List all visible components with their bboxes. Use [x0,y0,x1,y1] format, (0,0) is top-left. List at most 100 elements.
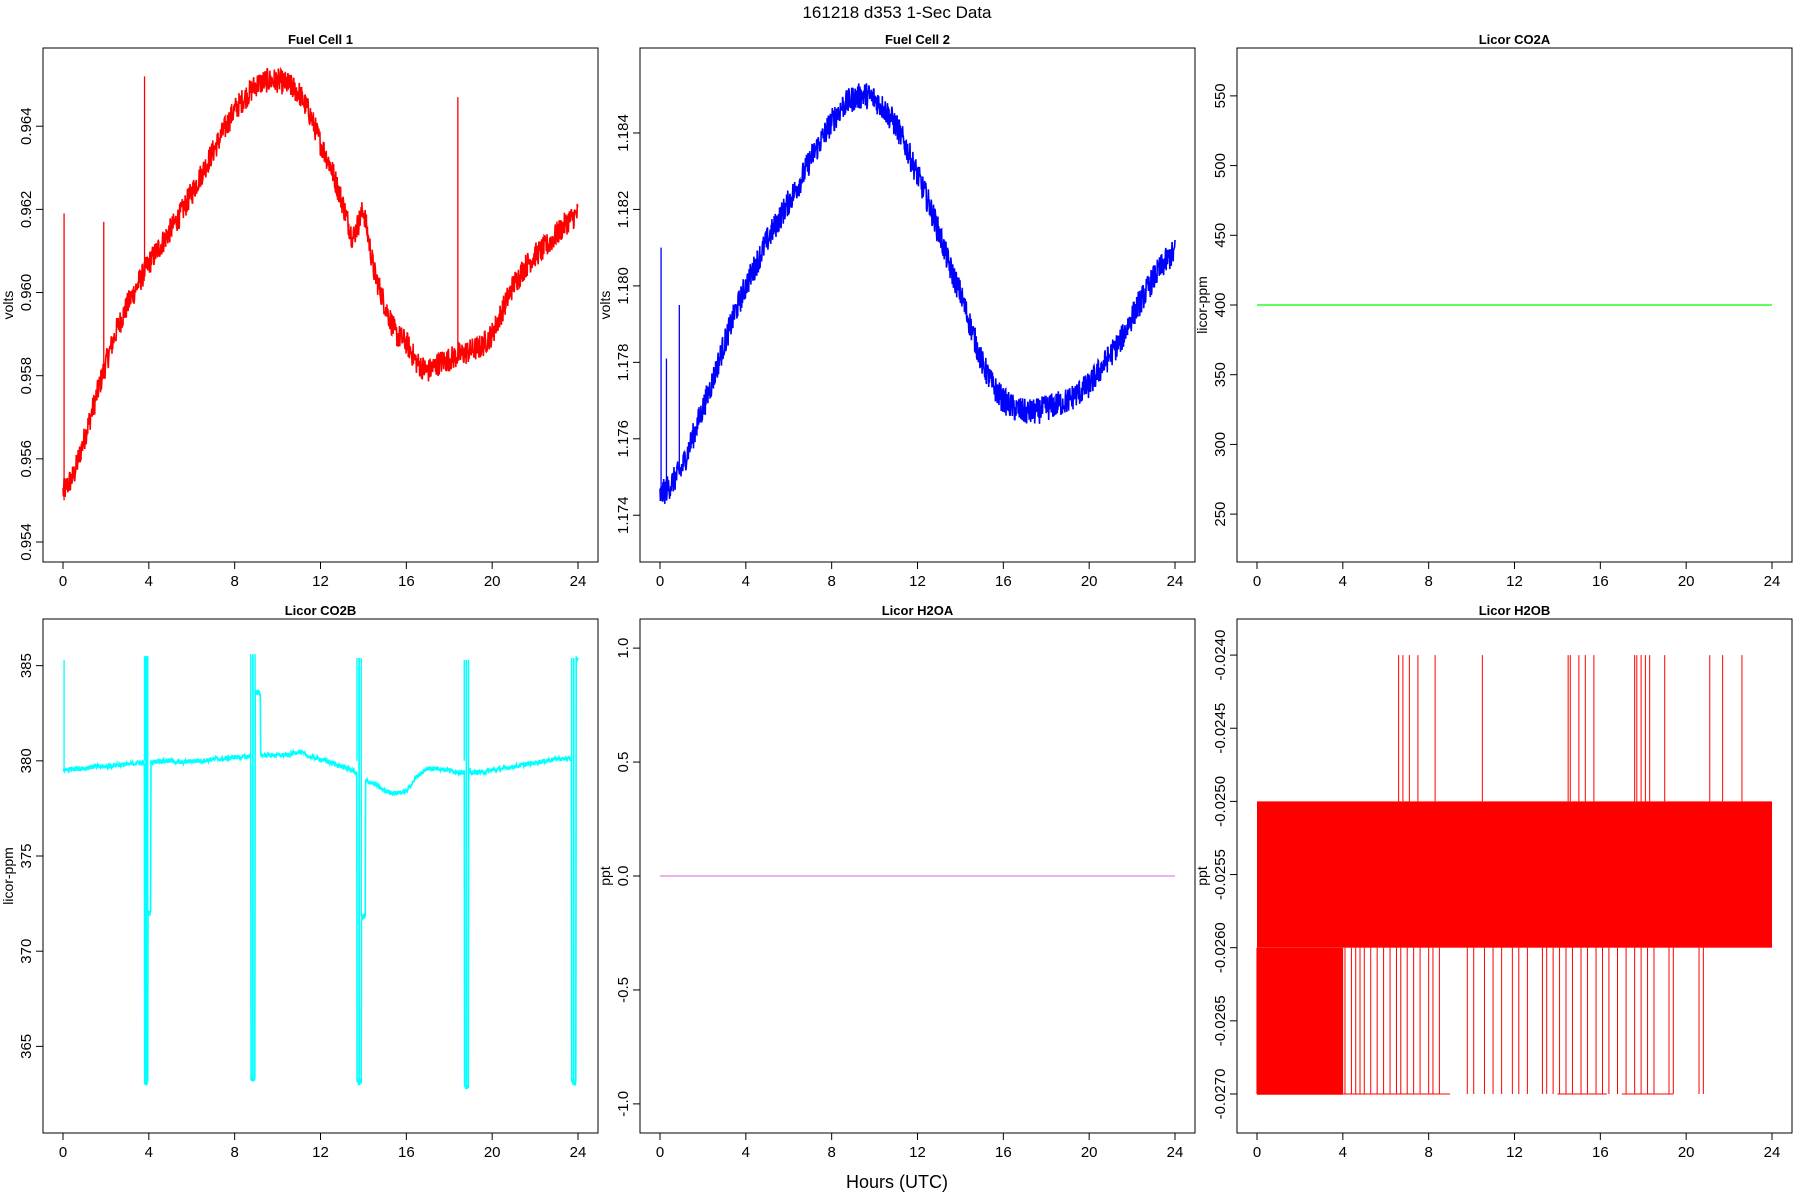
x-tick-label: 16 [398,1144,415,1161]
x-tick-label: 12 [312,1144,329,1161]
y-tick-label: -1.0 [615,1091,632,1117]
y-axis-label: ppt [1194,866,1210,886]
x-tick-label: 20 [484,1144,501,1161]
chart-panel-2: Fuel Cell 2 volts 0 4 8 12 16 20 24 1.174 1.176 1.1… [597,32,1196,590]
y-tick-label: 300 [1212,432,1229,457]
y-axis-label: ppt [597,866,613,886]
x-tick-label: 12 [1506,573,1523,590]
y-tick-label: 0.954 [18,523,35,561]
y-tick-label: 400 [1212,292,1229,317]
y-tick-label: 0.964 [18,107,35,145]
y-tick-label: 0.960 [18,274,35,312]
x-tick-label: 0 [1253,1144,1261,1161]
chart-panel-3: Licor CO2A licor-ppm 0 4 8 12 16 20 24 250 300 350 4… [1194,32,1793,590]
y-tick-label: 1.184 [615,114,632,152]
panel-title: Fuel Cell 1 [288,32,353,47]
x-tick-label: 0 [1253,573,1261,590]
x-tick-label: 12 [909,1144,926,1161]
x-tick-label: 20 [1081,1144,1098,1161]
panel-title: Licor CO2B [285,603,357,618]
x-tick-label: 4 [1339,573,1347,590]
figure-title: 161218 d353 1-Sec Data [802,3,992,22]
x-tick-label: 0 [59,1144,67,1161]
y-tick-label: -0.0240 [1212,630,1229,681]
y-tick-label: 365 [18,1034,35,1059]
data-dense-region [1256,947,1344,1094]
x-tick-label: 8 [1424,1144,1432,1161]
x-tick-label: 0 [656,1144,664,1161]
y-tick-label: 1.0 [615,638,632,659]
y-tick-label: 0.0 [615,866,632,887]
chart-panel-6: Licor H2OB ppt 0 4 8 12 16 20 24 -0.0270 -0.0265 -0… [1194,603,1793,1161]
x-tick-label: 12 [909,573,926,590]
data-series-line [659,83,1176,504]
x-tick-label: 4 [145,1144,153,1161]
x-tick-label: 20 [1678,1144,1695,1161]
x-tick-label: 20 [1081,573,1098,590]
y-tick-label: 1.180 [615,267,632,305]
y-tick-label: 0.958 [18,357,35,395]
data-dropout [463,659,470,1089]
chart-panel-4: Licor CO2B licor-ppm 0 4 8 12 16 20 24 365 370 375 3… [0,603,599,1161]
y-tick-label: 0.956 [18,440,35,478]
y-axis-label: licor-ppm [0,847,16,905]
x-tick-label: 20 [484,573,501,590]
x-tick-label: 8 [1424,573,1432,590]
y-tick-label: -0.5 [615,977,632,1003]
data-series-line [62,656,579,1090]
x-tick-label: 8 [827,573,835,590]
y-axis-label: volts [0,291,16,320]
y-tick-label: -0.0245 [1212,703,1229,754]
x-tick-label: 12 [1506,1144,1523,1161]
y-tick-label: 0.5 [615,752,632,773]
x-tick-label: 4 [1339,1144,1347,1161]
y-tick-label: -0.0270 [1212,1069,1229,1120]
data-dropout [356,658,362,1085]
y-tick-label: 1.176 [615,420,632,458]
data-dropout [570,658,575,1085]
x-tick-label: 24 [1764,573,1781,590]
x-tick-label: 24 [1764,1144,1781,1161]
y-tick-label: -0.0250 [1212,776,1229,827]
panels-container: Fuel Cell 1 volts 0 4 8 12 16 20 24 0.954 0.956 0.9… [0,32,1793,1161]
y-tick-label: 385 [18,653,35,678]
y-tick-label: -0.0255 [1212,849,1229,900]
y-tick-label: 350 [1212,362,1229,387]
data-dropout [143,656,149,1085]
y-tick-label: 380 [18,748,35,773]
x-tick-label: 16 [1592,1144,1609,1161]
panel-title: Licor CO2A [1479,32,1551,47]
x-tick-label: 0 [656,573,664,590]
y-axis-label: volts [597,291,613,320]
plot-frame [639,47,1196,563]
x-tick-label: 16 [995,573,1012,590]
x-tick-label: 8 [230,1144,238,1161]
x-tick-label: 24 [570,1144,587,1161]
x-tick-label: 24 [1167,573,1184,590]
x-tick-label: 4 [742,1144,750,1161]
y-axis-label: licor-ppm [1194,276,1210,334]
panel-title: Licor H2OB [1479,603,1551,618]
x-tick-label: 16 [398,573,415,590]
x-tick-label: 12 [312,573,329,590]
y-tick-label: 500 [1212,153,1229,178]
y-tick-label: 450 [1212,223,1229,248]
figure-xlabel: Hours (UTC) [846,1172,948,1192]
y-tick-label: 250 [1212,502,1229,527]
data-band [1257,801,1772,948]
y-tick-label: 1.174 [615,496,632,534]
x-tick-label: 4 [145,573,153,590]
y-tick-label: 550 [1212,83,1229,108]
x-tick-label: 16 [1592,573,1609,590]
x-tick-label: 24 [570,573,587,590]
y-tick-label: 370 [18,939,35,964]
panel-title: Licor H2OA [882,603,954,618]
y-tick-label: 1.182 [615,191,632,229]
y-tick-label: 0.962 [18,191,35,229]
x-tick-label: 0 [59,573,67,590]
x-tick-label: 8 [230,573,238,590]
x-tick-label: 4 [742,573,750,590]
chart-panel-5: Licor H2OA ppt 0 4 8 12 16 20 24 -1.0 -0.5 0.0 0.5 1.… [597,603,1196,1161]
panel-title: Fuel Cell 2 [885,32,950,47]
